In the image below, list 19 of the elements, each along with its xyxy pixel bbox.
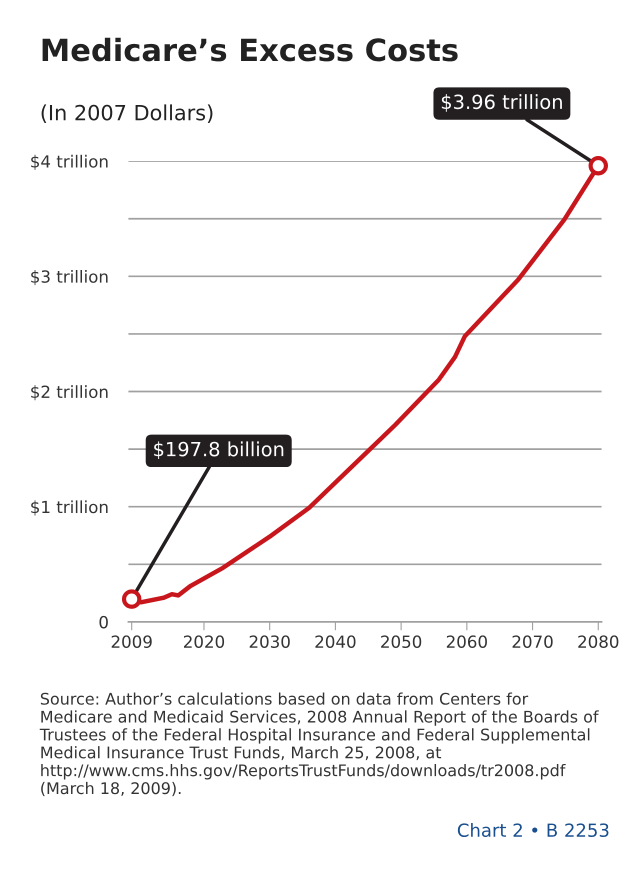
source-note: Source: Author’s calculations based on data from Centers for Medicare and Medicaid Services, 2008 Annual Report of the Boards of Trustees of the Federal Hospital Insurance and Federal Supplemental Medical Insurance Trust Funds, March 25, 2008, at http://www.cms.hhs.gov/ReportsTrustFunds/downloads/tr2008.pdf (March 18, 2009). xyxy=(40,692,599,796)
chart-subtitle: (In 2007 Dollars) xyxy=(42,104,212,123)
x-tick-label: 2070 xyxy=(512,635,553,648)
annotation: $197.8 billion xyxy=(154,441,284,460)
y-tick-label: $4 trillion xyxy=(31,154,108,170)
x-tick-label: 2050 xyxy=(381,635,422,648)
x-tick-label: 2080 xyxy=(578,635,618,648)
y-tick-label: 0 xyxy=(99,616,108,628)
y-tick-label: $2 trillion xyxy=(31,385,108,400)
annotation: $3.96 trillion xyxy=(442,94,562,112)
caption: Chart 2 • B 2253 xyxy=(458,823,608,838)
x-tick-label: 2009 xyxy=(112,635,152,648)
x-tick-label: 2060 xyxy=(446,635,487,648)
x-tick-label: 2020 xyxy=(184,635,224,648)
x-tick-label: 2030 xyxy=(250,635,290,648)
x-tick-label: 2040 xyxy=(315,635,356,648)
y-tick-label: $1 trillion xyxy=(31,500,108,516)
chart-title: Medicare’s Excess Costs xyxy=(42,38,458,62)
y-tick-label: $3 trillion xyxy=(31,270,108,286)
